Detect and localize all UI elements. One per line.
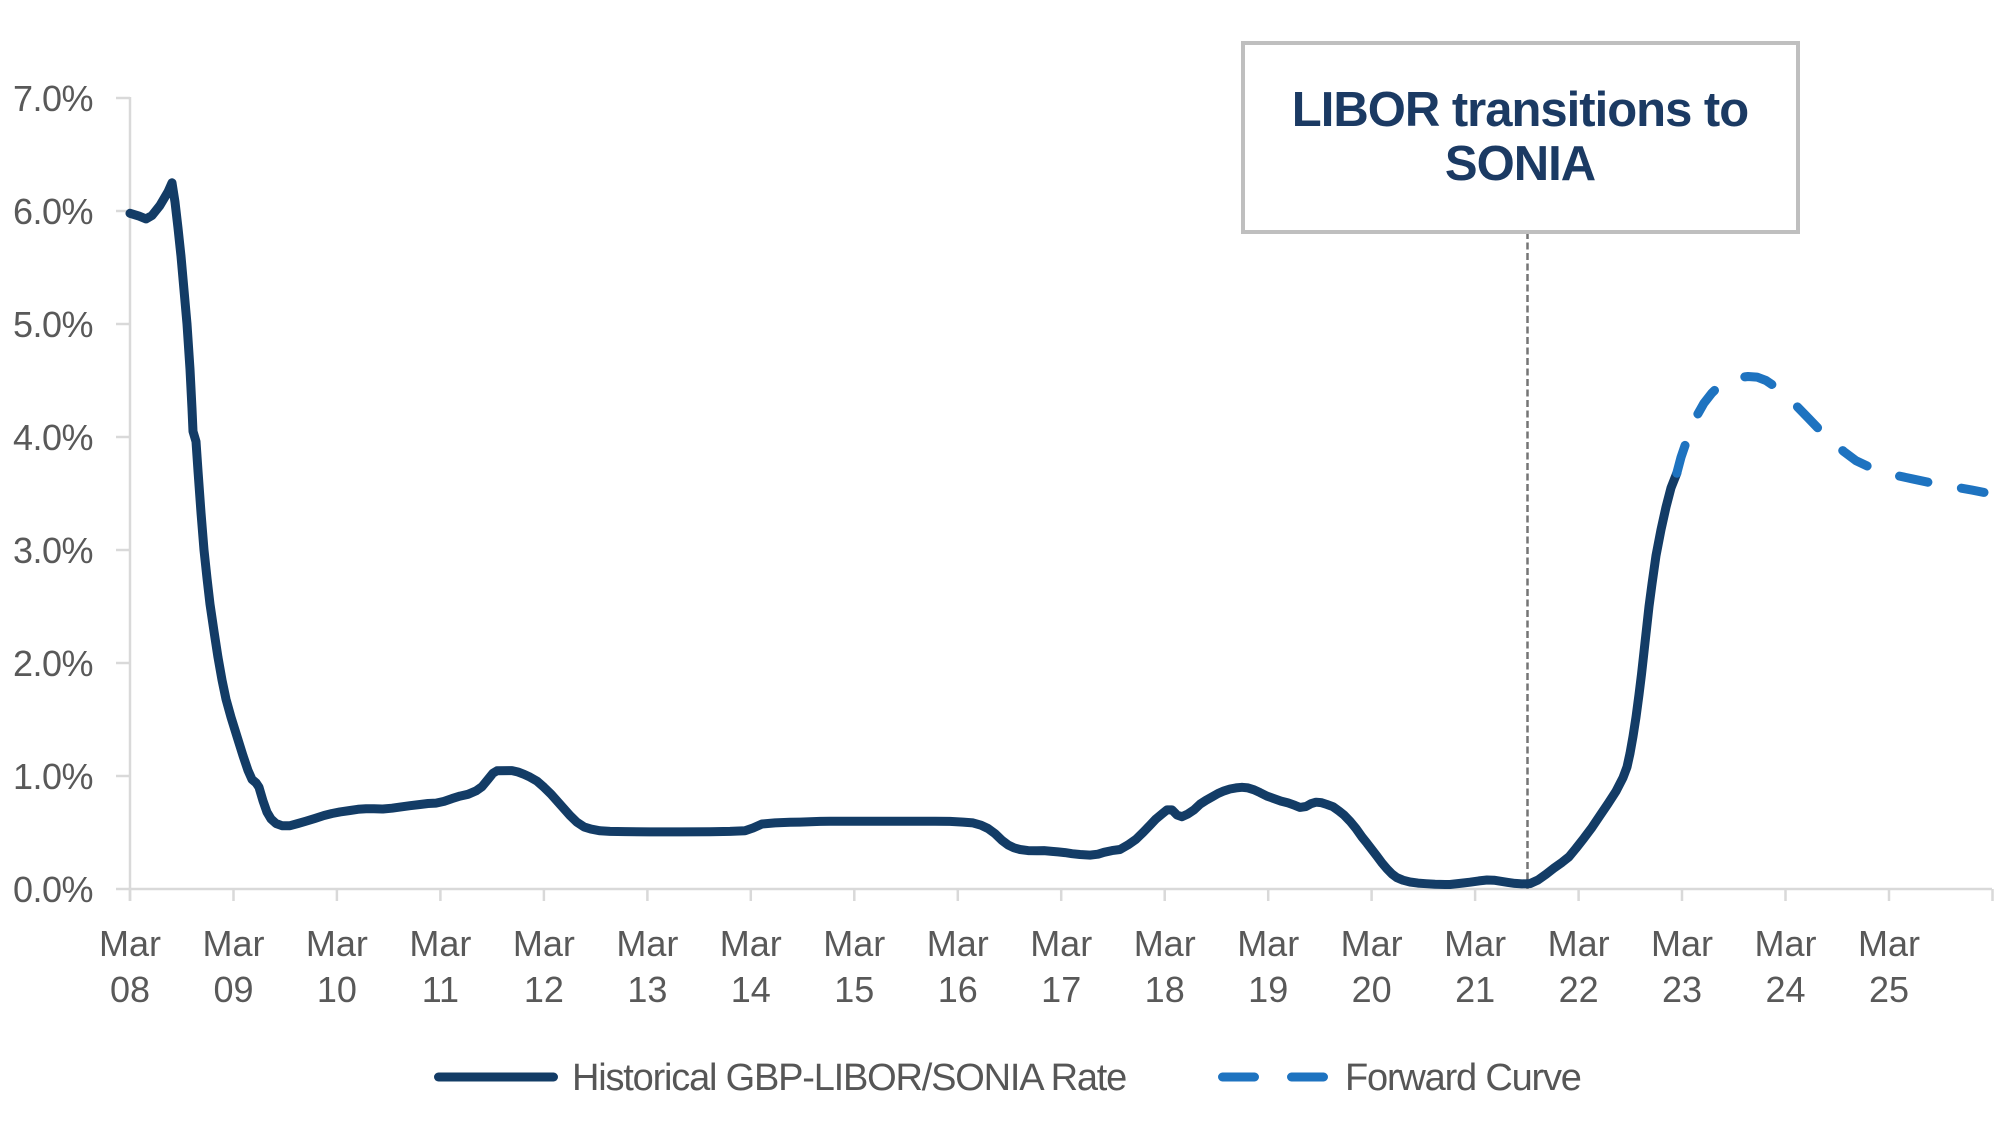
svg-text:Mar: Mar <box>823 923 885 964</box>
svg-text:24: 24 <box>1765 969 1805 1010</box>
svg-text:23: 23 <box>1662 969 1702 1010</box>
svg-text:Mar: Mar <box>616 923 678 964</box>
svg-text:10: 10 <box>317 969 357 1010</box>
svg-text:Mar: Mar <box>1341 923 1403 964</box>
svg-text:Mar: Mar <box>203 923 265 964</box>
svg-text:Mar: Mar <box>513 923 575 964</box>
svg-text:0.0%: 0.0% <box>13 869 93 910</box>
svg-text:Forward Curve: Forward Curve <box>1345 1057 1581 1099</box>
svg-text:08: 08 <box>110 969 150 1010</box>
svg-text:22: 22 <box>1559 969 1599 1010</box>
svg-text:14: 14 <box>731 969 771 1010</box>
svg-text:Mar: Mar <box>306 923 368 964</box>
svg-text:09: 09 <box>213 969 253 1010</box>
svg-text:13: 13 <box>627 969 667 1010</box>
svg-text:19: 19 <box>1248 969 1288 1010</box>
svg-text:Mar: Mar <box>1858 923 1920 964</box>
svg-text:17: 17 <box>1041 969 1081 1010</box>
svg-text:1.0%: 1.0% <box>13 756 93 797</box>
svg-text:SONIA: SONIA <box>1445 137 1596 191</box>
svg-text:18: 18 <box>1145 969 1185 1010</box>
svg-text:21: 21 <box>1455 969 1495 1010</box>
svg-text:25: 25 <box>1869 969 1909 1010</box>
svg-text:Mar: Mar <box>99 923 161 964</box>
svg-text:12: 12 <box>524 969 564 1010</box>
svg-text:Mar: Mar <box>1237 923 1299 964</box>
svg-text:Mar: Mar <box>720 923 782 964</box>
svg-text:4.0%: 4.0% <box>13 417 93 458</box>
svg-text:Historical GBP-LIBOR/SONIA Rat: Historical GBP-LIBOR/SONIA Rate <box>572 1057 1126 1099</box>
svg-text:Mar: Mar <box>1651 923 1713 964</box>
svg-text:Mar: Mar <box>1548 923 1610 964</box>
svg-text:20: 20 <box>1352 969 1392 1010</box>
svg-text:2.0%: 2.0% <box>13 643 93 684</box>
svg-text:Mar: Mar <box>1030 923 1092 964</box>
svg-text:11: 11 <box>422 969 459 1010</box>
svg-text:5.0%: 5.0% <box>13 304 93 345</box>
svg-text:Mar: Mar <box>409 923 471 964</box>
svg-text:Mar: Mar <box>1444 923 1506 964</box>
svg-text:7.0%: 7.0% <box>13 78 93 119</box>
svg-text:16: 16 <box>938 969 978 1010</box>
svg-text:LIBOR transitions to: LIBOR transitions to <box>1292 83 1748 137</box>
svg-text:6.0%: 6.0% <box>13 191 93 232</box>
svg-text:Mar: Mar <box>1134 923 1196 964</box>
svg-text:Mar: Mar <box>927 923 989 964</box>
svg-text:3.0%: 3.0% <box>13 530 93 571</box>
svg-text:15: 15 <box>834 969 874 1010</box>
svg-text:Mar: Mar <box>1755 923 1817 964</box>
